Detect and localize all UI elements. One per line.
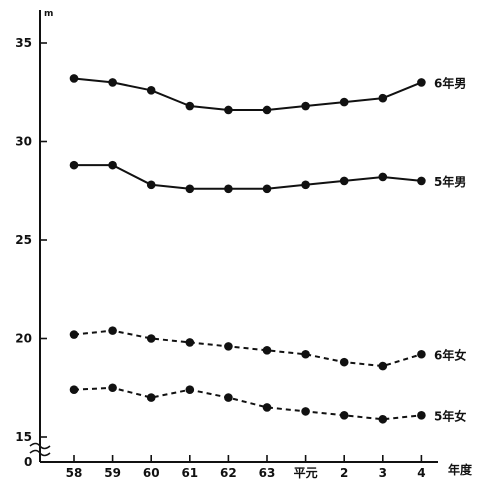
series-2: 5年男 [69,160,466,194]
data-point [108,383,117,393]
series-line [73,386,422,421]
data-point [262,403,272,412]
data-point [378,414,388,424]
data-point [339,97,349,107]
data-point [146,180,156,190]
y-ticks: 15 20 25 30 35 [15,36,47,444]
series-line [73,329,422,368]
data-point [224,342,233,351]
series-group: 6年男 5年男 6年女 5年女 [69,74,466,424]
data-point [224,105,233,115]
y-tick-label: 15 [15,430,32,444]
y-tick-label: 35 [15,36,32,50]
y-tick-label: 20 [15,332,32,346]
zero-label: 0 [24,455,32,469]
data-point [185,101,195,111]
x-tick-label: 59 [104,466,121,480]
x-ticks: 58 59 60 61 62 63 平元 2 3 4 [66,455,426,480]
x-tick-label: 4 [417,466,425,480]
series-label: 5年男 [434,174,466,189]
x-tick-label: 60 [143,466,160,480]
data-point [378,172,388,182]
data-point [301,101,310,111]
data-point [108,78,117,87]
x-tick-label: 2 [340,466,348,480]
data-point [417,349,426,359]
data-point [224,393,233,402]
series-line [73,77,422,111]
series-line [74,164,422,190]
y-tick-label: 25 [15,233,32,247]
data-point [417,176,426,186]
data-point [69,385,79,395]
y-axis-label: m [44,9,53,19]
data-point [108,160,117,170]
data-point [185,385,195,395]
series-label: 6年女 [434,347,466,362]
data-point [185,338,195,347]
data-point [301,407,310,416]
data-point [262,105,272,115]
series-label: 6年男 [434,75,466,90]
x-tick-label: 3 [379,466,387,480]
data-point [146,334,156,343]
data-point [339,176,349,186]
x-tick-label: 61 [181,466,198,480]
series-4: 5年女 [69,383,466,424]
data-point [69,74,79,83]
data-point [146,393,156,402]
x-tick-label: 62 [220,466,237,480]
data-point [417,411,426,420]
axis-break-lower [29,449,51,457]
data-point [339,357,349,367]
data-point [185,184,195,194]
data-point [417,78,426,87]
data-point [378,361,388,371]
axis-break-upper [29,442,51,450]
data-point [262,184,272,194]
y-tick-label: 30 [15,135,32,149]
series-1: 6年男 [69,74,466,115]
data-point [108,326,117,335]
data-point [69,330,79,339]
data-point [378,93,388,103]
x-tick-label: 58 [66,466,83,480]
x-axis-label: 年度 [448,462,473,477]
data-point [146,85,156,95]
series-label: 5年女 [434,408,466,423]
data-point [224,184,233,194]
data-point [301,349,310,359]
data-point [69,160,79,170]
x-tick-label: 平元 [294,466,318,480]
data-point [339,411,349,420]
data-point [301,180,310,190]
x-tick-label: 63 [259,466,276,480]
data-point [262,346,272,355]
series-3: 6年女 [69,326,466,371]
